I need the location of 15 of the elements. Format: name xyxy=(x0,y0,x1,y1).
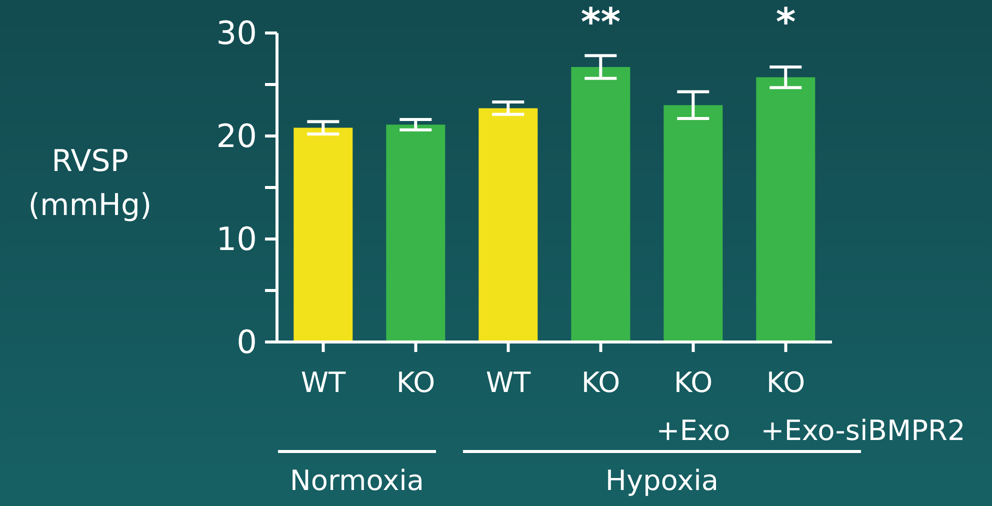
annotation: ** xyxy=(580,0,622,44)
y-tick-label: 20 xyxy=(216,117,257,155)
text: Normoxia xyxy=(288,464,426,497)
x-tick-label: WT xyxy=(300,366,347,399)
annotation: * xyxy=(774,0,797,44)
y-tick-label: 0 xyxy=(236,323,257,361)
y-axis-title: RVSP (mmHg) xyxy=(27,143,153,225)
text: Hypoxia xyxy=(604,464,720,497)
x-tick-label: KO +Exo xyxy=(656,366,730,447)
x-tick-label: WT xyxy=(486,366,532,399)
x-tick-label: KO xyxy=(581,366,620,399)
x-tick-label: KO xyxy=(396,366,436,399)
y-tick-label: 10 xyxy=(216,220,257,258)
y-tick-label: 30 xyxy=(216,14,257,52)
x-tick-label: KO +Exo-siBMPR2 xyxy=(760,366,966,447)
